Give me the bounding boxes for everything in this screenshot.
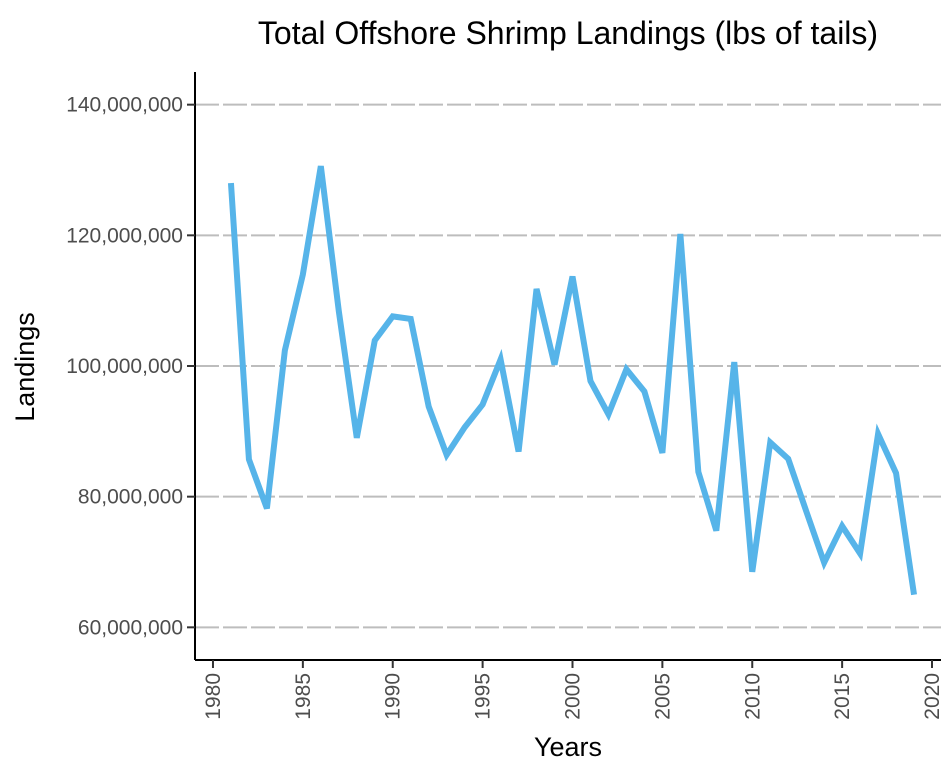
y-tick-label-0: 60,000,000 <box>78 616 183 639</box>
y-tick-label-3: 120,000,000 <box>66 224 183 247</box>
y-tick-label-1: 80,000,000 <box>78 486 183 509</box>
series-layer <box>227 165 918 596</box>
y-tick-label-2: 100,000,000 <box>66 355 183 378</box>
x-tick-label-5: 2005 <box>651 673 674 720</box>
x-axis-ticks: 1980 1985 1990 1995 2000 2005 2010 2015 2020 <box>202 660 941 720</box>
series-line-0 <box>227 165 918 596</box>
x-tick-label-6: 2010 <box>741 673 764 720</box>
y-axis-ticks: 60,000,000 80,000,000 100,000,000 120,000,0… <box>66 94 195 639</box>
x-axis-title: Years <box>534 732 602 760</box>
x-tick-label-2: 1990 <box>382 673 405 720</box>
x-tick-label-1: 1985 <box>292 673 315 720</box>
gridlines <box>195 103 941 629</box>
y-tick-label-4: 140,000,000 <box>66 94 183 117</box>
chart-title: Total Offshore Shrimp Landings (lbs of t… <box>258 15 878 51</box>
x-tick-label-4: 2000 <box>561 673 584 720</box>
x-tick-label-0: 1980 <box>202 673 225 720</box>
x-tick-label-3: 1995 <box>472 673 495 720</box>
x-tick-label-8: 2020 <box>921 673 941 720</box>
x-tick-label-7: 2015 <box>831 673 854 720</box>
y-axis-title: Landings <box>10 312 40 422</box>
